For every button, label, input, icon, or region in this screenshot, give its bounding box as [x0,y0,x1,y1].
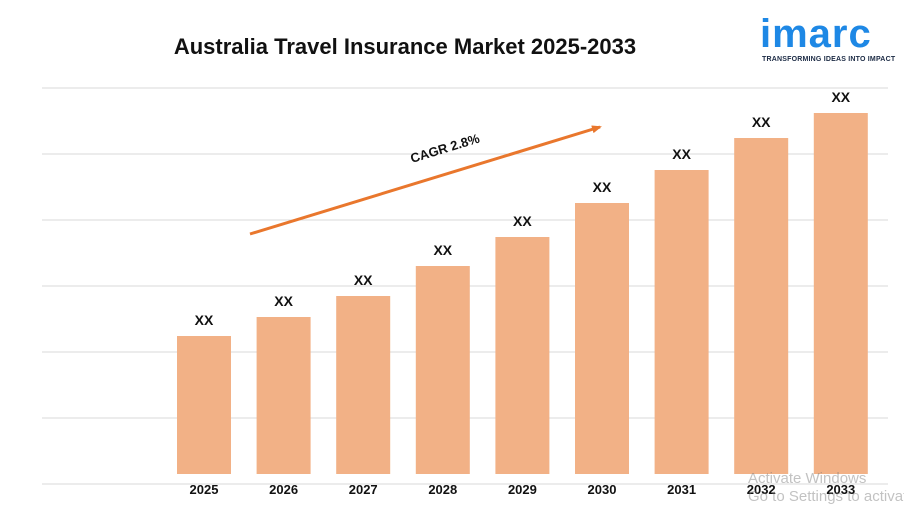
x-tick-2033: 2033 [826,482,855,497]
bar-2030 [575,203,629,474]
logo-tagline: TRANSFORMING IDEAS INTO IMPACT [762,56,896,63]
data-label-2026: XX [274,293,293,309]
watermark-line-1: Activate Windows [748,470,867,487]
x-tick-2025: 2025 [190,482,219,497]
data-label-2025: XX [195,312,214,328]
windows-activation-watermark: Activate Windows Go to Settings to activ… [748,470,904,506]
x-tick-2028: 2028 [428,482,457,497]
bar-2027 [336,296,391,474]
data-label-2031: XX [672,146,691,162]
x-tick-2031: 2031 [667,482,696,497]
x-tick-2032: 2032 [747,482,776,497]
cagr-arrow [249,125,602,236]
data-label-2029: XX [513,213,532,229]
cagr-label: CAGR 2.8% [408,130,481,165]
bar-2031 [654,170,709,474]
x-tick-2027: 2027 [349,482,378,497]
bar-2025 [177,336,231,474]
bar-2028 [415,266,470,474]
bar-2029 [495,237,550,474]
data-label-2033: XX [831,89,850,105]
logo-wordmark: imarc [760,12,872,56]
x-tick-2026: 2026 [269,482,298,497]
watermark-line-2: Go to Settings to activate Windows. [748,488,904,505]
bars [177,113,868,474]
bar-2032 [734,138,789,474]
x-tick-2029: 2029 [508,482,537,497]
data-label-2032: XX [752,114,771,130]
chart-title: Australia Travel Insurance Market 2025-2… [173,34,637,59]
data-label-2028: XX [433,242,452,258]
bar-2026 [256,317,311,474]
bar-2033 [813,113,868,474]
x-tick-2030: 2030 [588,482,617,497]
x-tick-labels: 2025 2026 2027 2028 2029 2030 2031 2032 2033 [190,482,856,497]
data-label-2027: XX [354,272,373,288]
data-labels: XX XX XX XX XX XX XX XX XX [195,89,851,328]
imarc-logo: imarc TRANSFORMING IDEAS INTO IMPACT [760,12,900,72]
data-label-2030: XX [593,179,612,195]
